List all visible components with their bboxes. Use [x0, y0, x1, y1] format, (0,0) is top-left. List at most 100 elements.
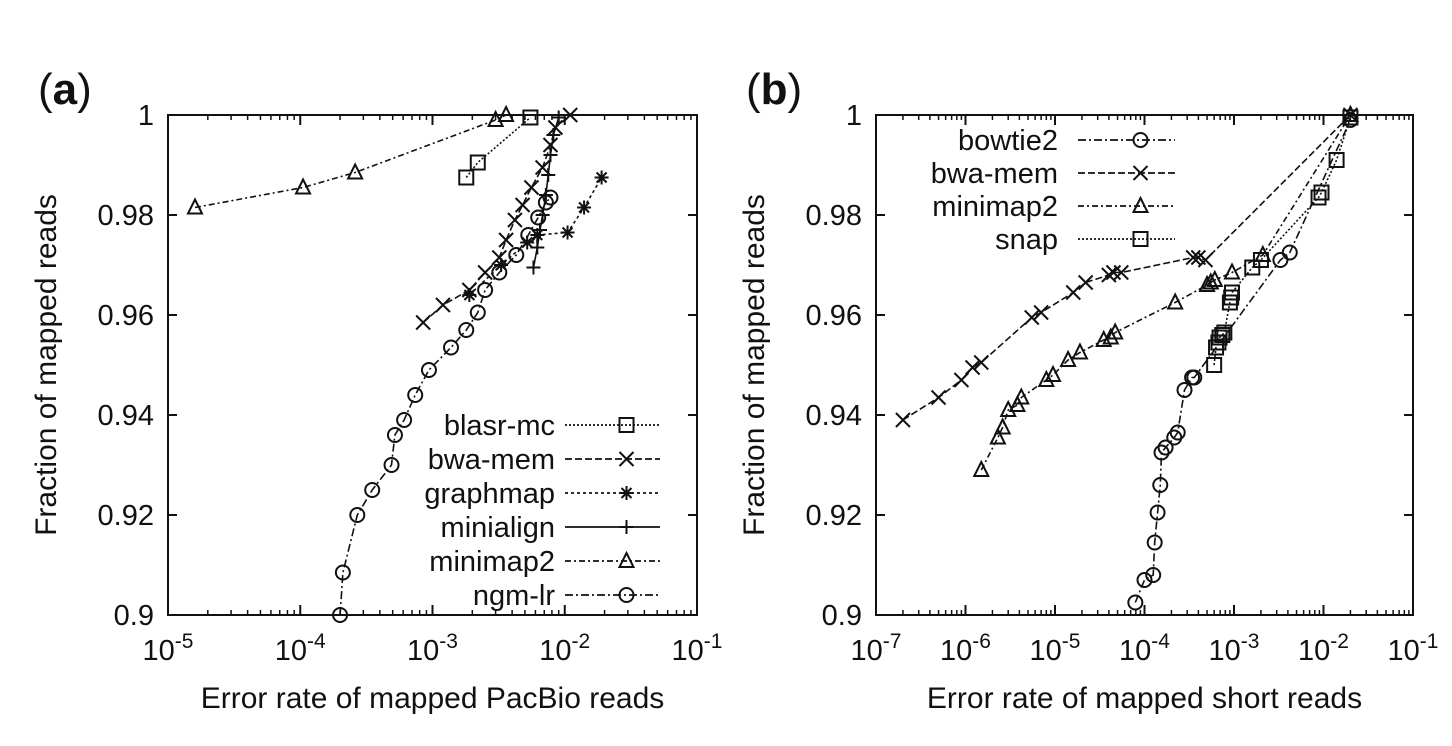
- legend-label: blasr-mc: [444, 410, 555, 442]
- x-tick-label: 10-5: [1030, 630, 1081, 667]
- y-axis-title: Fraction of mapped reads: [738, 194, 771, 536]
- data-point: [332, 607, 349, 623]
- data-point: [1071, 342, 1089, 360]
- data-point: [1341, 104, 1360, 122]
- series-minimap2: [186, 104, 515, 215]
- data-point: [530, 209, 547, 226]
- data-point: [1166, 292, 1184, 310]
- legend-label: bwa-mem: [931, 158, 1058, 190]
- legend-marker: [1132, 132, 1149, 148]
- data-point: [542, 137, 559, 153]
- data-point: [1310, 189, 1327, 206]
- data-point: [1206, 357, 1223, 373]
- data-point: [1211, 329, 1228, 346]
- x-axis-title: Error rate of mapped PacBio reads: [201, 682, 665, 715]
- data-point: [1077, 274, 1094, 291]
- x-tick-label: 10-7: [851, 630, 902, 667]
- series-bwa-mem: [895, 107, 1359, 428]
- data-point: [415, 314, 431, 331]
- series-line: [339, 196, 552, 616]
- data-point: [469, 154, 486, 171]
- data-point: [1157, 439, 1174, 456]
- data-point: [895, 412, 911, 428]
- x-axis-title: Error rate of mapped short reads: [927, 682, 1362, 715]
- data-point: [522, 109, 539, 126]
- data-point: [523, 179, 540, 196]
- y-tick-label: 0.96: [806, 300, 862, 332]
- data-point: [530, 240, 545, 255]
- series-bowtie2: [1127, 112, 1359, 611]
- legend-label: snap: [995, 224, 1058, 256]
- data-point: [577, 200, 592, 215]
- data-point: [1214, 327, 1231, 343]
- data-point: [462, 288, 477, 302]
- data-point: [1059, 349, 1077, 367]
- x-tick-label: 10-2: [539, 630, 590, 667]
- series-line: [194, 114, 507, 209]
- y-tick-label: 0.98: [98, 200, 154, 232]
- data-point: [1313, 184, 1330, 201]
- data-point: [1252, 252, 1269, 268]
- legend-label: graphmap: [424, 478, 555, 510]
- legend-marker: [1131, 195, 1150, 213]
- data-point: [364, 482, 381, 498]
- data-point: [1065, 284, 1081, 301]
- y-tick-label: 0.96: [98, 300, 154, 332]
- data-point: [349, 507, 366, 523]
- data-point: [1146, 534, 1163, 551]
- data-point: [594, 170, 609, 185]
- data-point: [514, 197, 531, 213]
- y-axis-title: Fraction of mapped reads: [30, 194, 63, 536]
- x-tick-label: 10-6: [940, 630, 991, 667]
- plot-frame: [875, 114, 1414, 616]
- data-point: [458, 322, 475, 338]
- data-point: [1127, 594, 1144, 611]
- data-point: [1106, 322, 1124, 340]
- legend-marker: [1132, 165, 1149, 181]
- legend-label: minialign: [441, 512, 555, 544]
- y-tick-label: 1: [138, 100, 154, 132]
- legend-marker: [1132, 231, 1149, 247]
- data-point: [294, 177, 312, 195]
- x-tick-label: 10-4: [275, 630, 326, 667]
- series-line: [1134, 119, 1352, 603]
- data-point: [1136, 572, 1153, 588]
- x-tick-label: 10-3: [1209, 630, 1260, 667]
- data-point: [930, 389, 947, 406]
- data-point: [1044, 364, 1062, 382]
- data-point: [1145, 567, 1162, 583]
- data-point: [526, 260, 541, 275]
- data-point: [1102, 327, 1120, 345]
- y-tick-label: 0.94: [806, 400, 862, 432]
- data-point: [972, 459, 990, 477]
- legend-marker: [618, 417, 635, 433]
- data-point: [546, 128, 561, 142]
- data-point: [989, 427, 1007, 445]
- y-tick-label: 0.98: [806, 200, 862, 232]
- data-point: [1224, 284, 1241, 301]
- data-point: [1176, 382, 1193, 398]
- legend-label: minimap2: [429, 546, 555, 578]
- data-point: [420, 362, 437, 378]
- data-point: [1101, 267, 1117, 283]
- data-point: [1152, 477, 1169, 493]
- data-point: [1281, 244, 1298, 261]
- data-point: [1149, 504, 1166, 521]
- data-point: [541, 168, 556, 182]
- data-point: [543, 148, 558, 162]
- data-point: [346, 162, 364, 180]
- data-point: [1197, 252, 1214, 268]
- data-point: [1223, 262, 1241, 280]
- y-tick-label: 0.92: [98, 500, 154, 532]
- legend-label: minimap2: [932, 191, 1058, 223]
- data-point: [1221, 294, 1238, 311]
- panel-label: (a): [38, 65, 92, 114]
- series-line: [465, 116, 531, 178]
- data-point: [530, 228, 545, 242]
- data-point: [477, 264, 493, 281]
- x-tick-label: 10-4: [1119, 630, 1170, 667]
- data-point: [533, 223, 548, 237]
- data-point: [469, 304, 486, 321]
